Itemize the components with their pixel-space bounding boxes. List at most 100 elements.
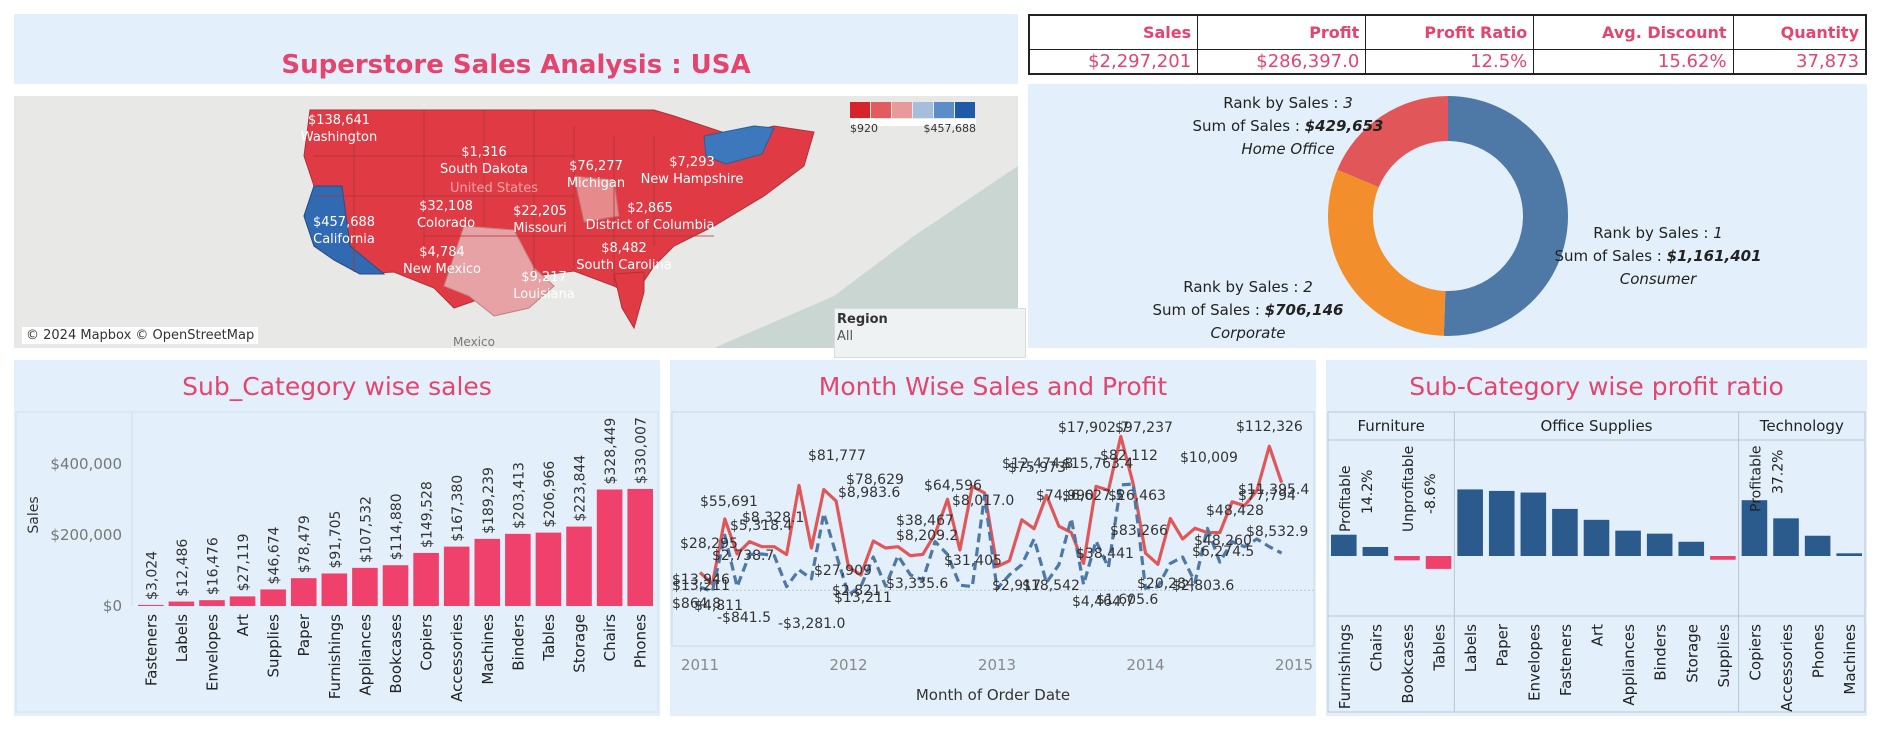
line-point-label: $78,629 xyxy=(846,472,904,488)
line-point-label: $8,328.1 xyxy=(742,510,804,526)
ratio-bar-storage[interactable] xyxy=(1678,541,1705,556)
kpi-value-3: 15.62% xyxy=(1533,49,1734,74)
bar-supplies[interactable] xyxy=(260,589,286,606)
ratio-bar-machines[interactable] xyxy=(1836,553,1862,556)
map-state-label: $22,205 Missouri xyxy=(513,204,567,236)
map-state-texas[interactable] xyxy=(443,225,555,317)
ratio-bar-paper[interactable] xyxy=(1488,490,1515,556)
bar-binders[interactable] xyxy=(505,533,531,606)
svg-text:Rank by Sales : 1: Rank by Sales : 1 xyxy=(1593,224,1722,242)
bar-phones[interactable] xyxy=(627,488,653,606)
line-series-sales[interactable] xyxy=(698,434,1284,586)
map-legend-min: $920 xyxy=(850,122,878,135)
ratio-bar-supplies[interactable] xyxy=(1710,556,1736,560)
svg-text:South Dakota: South Dakota xyxy=(440,162,528,177)
ratio-bar-copiers[interactable] xyxy=(1741,500,1768,556)
line-point-label: $864.8 xyxy=(672,596,721,612)
svg-text:Home Office: Home Office xyxy=(1241,140,1334,158)
subcat-sales-chart[interactable]: $0 $200,000 $400,000 Sales $3,024 Fasteners $1… xyxy=(14,360,660,716)
region-filter-label: Region xyxy=(837,312,888,327)
donut-slice-corporate[interactable] xyxy=(1328,169,1446,336)
bar-tables[interactable] xyxy=(535,532,562,606)
bar-bookcases[interactable] xyxy=(382,565,409,606)
profit-ratio-chart[interactable]: Furniture Furnishings Chairs Bookcases Table… xyxy=(1326,360,1867,716)
ratio-bar-phones[interactable] xyxy=(1804,535,1831,556)
map-panel[interactable]: $920 $457,688 United States Mexico $138,641 W… xyxy=(14,96,1018,348)
line-point-label: $81,777 xyxy=(808,448,866,464)
svg-text:California: California xyxy=(313,232,375,247)
ratio-bar-labels[interactable] xyxy=(1457,489,1483,556)
bar-copiers[interactable] xyxy=(413,552,439,606)
ratio-group-furniture: Furniture xyxy=(1357,417,1424,435)
ratio-bar-furnishings[interactable] xyxy=(1331,534,1357,556)
svg-text:$76,277: $76,277 xyxy=(569,159,623,174)
map-state-new-york[interactable] xyxy=(703,125,775,165)
bar-labels[interactable] xyxy=(168,601,195,606)
profit-ratio-title: Sub-Category wise profit ratio xyxy=(1409,372,1784,401)
map-state-california[interactable] xyxy=(303,185,386,275)
ratio-bar-bookcases[interactable] xyxy=(1394,556,1420,561)
bar-value-label: $3,024 xyxy=(144,551,160,600)
svg-text:Louisiana: Louisiana xyxy=(513,287,574,302)
map-legend-swatch xyxy=(934,102,954,118)
map-legend-swatch xyxy=(850,102,870,118)
bar-art[interactable] xyxy=(229,596,256,606)
svg-text:New Mexico: New Mexico xyxy=(403,262,481,277)
ratio-bar-binders[interactable] xyxy=(1646,533,1673,556)
bar-envelopes[interactable] xyxy=(199,600,225,606)
svg-text:Missouri: Missouri xyxy=(513,221,567,236)
bar-fasteners[interactable] xyxy=(138,604,164,606)
line-point-label: $10,009 xyxy=(1180,450,1238,466)
map-state-florida[interactable] xyxy=(613,271,645,330)
bar-accessories[interactable] xyxy=(443,546,470,606)
ratio-group-office-supplies: Office Supplies xyxy=(1540,417,1652,435)
bar-value-label: $167,380 xyxy=(450,475,466,542)
kpi-label-3: Avg. Discount xyxy=(1533,15,1734,50)
line-series-profit[interactable] xyxy=(699,482,1283,597)
sales-map[interactable]: $920 $457,688 United States Mexico $138,641 W… xyxy=(14,96,1018,348)
ratio-bar-fasteners[interactable] xyxy=(1552,508,1578,556)
ratio-category-label: Paper xyxy=(1494,623,1512,666)
donut-slice-consumer[interactable] xyxy=(1443,96,1568,336)
bar-machines[interactable] xyxy=(474,538,501,606)
bar-value-label: $328,449 xyxy=(603,418,619,485)
ratio-bar-appliances[interactable] xyxy=(1615,530,1641,556)
map-state-illinois[interactable] xyxy=(573,175,620,223)
region-filter[interactable]: Region All xyxy=(834,308,1026,358)
svg-text:$138,641: $138,641 xyxy=(308,113,370,128)
ratio-bar-accessories[interactable] xyxy=(1773,518,1799,556)
kpi-label-0: Sales xyxy=(1028,15,1199,50)
donut-slice-home-office[interactable] xyxy=(1337,96,1448,188)
ratio-bar-tables[interactable] xyxy=(1425,556,1452,569)
map-state-label: $457,688 California xyxy=(313,215,375,247)
bar-category-label: Appliances xyxy=(356,614,374,696)
bar-furnishings[interactable] xyxy=(321,573,348,606)
map-state-label: $138,641 Washington xyxy=(301,113,377,145)
region-filter-value[interactable]: All xyxy=(837,329,854,344)
kpi-label-4: Quantity xyxy=(1732,15,1867,50)
map-state-label: $4,784 New Mexico xyxy=(403,245,481,277)
bar-category-label: Tables xyxy=(540,614,558,662)
bar-category-label: Art xyxy=(234,614,252,636)
ratio-bar-envelopes[interactable] xyxy=(1520,492,1547,556)
svg-text:District of Columbia: District of Columbia xyxy=(586,218,715,233)
bar-storage[interactable] xyxy=(566,526,592,606)
line-point-label: $112,326 xyxy=(1236,419,1303,435)
bar-value-label: $223,844 xyxy=(573,455,589,522)
donut-label-consumer: Rank by Sales : 1 Sum of Sales : $1,161,4… xyxy=(1554,224,1761,288)
map-state-label: $8,482 South Carolina xyxy=(576,241,671,273)
svg-text:$2,865: $2,865 xyxy=(627,201,673,216)
ratio-bar-chairs[interactable] xyxy=(1362,547,1389,556)
svg-text:$457,688: $457,688 xyxy=(313,215,375,230)
bar-appliances[interactable] xyxy=(352,567,378,606)
map-state-label: $76,277 Michigan xyxy=(567,159,625,191)
bar-chairs[interactable] xyxy=(596,489,623,606)
bar-paper[interactable] xyxy=(290,578,317,606)
svg-text:Consumer: Consumer xyxy=(1620,270,1697,288)
ratio-category-label: Chairs xyxy=(1367,624,1385,672)
line-point-label: $26,463 xyxy=(1108,488,1166,504)
ratio-bar-art[interactable] xyxy=(1583,519,1610,556)
segment-donut-chart[interactable]: Rank by Sales : 1 Sum of Sales : $1,161,4… xyxy=(1028,84,1867,348)
map-legend-swatch xyxy=(871,102,891,118)
month-sales-profit-chart[interactable]: 2011 2012 2013 2014 2015 Month of Order Date $… xyxy=(670,360,1316,716)
